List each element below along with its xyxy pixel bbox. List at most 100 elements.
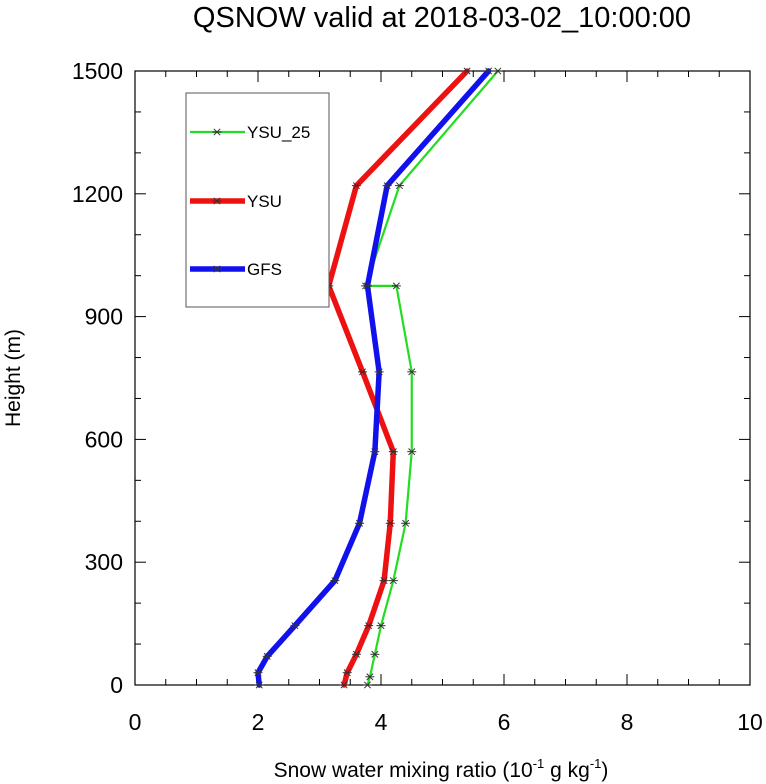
marker-stroke (408, 448, 416, 456)
marker-stroke (263, 652, 271, 660)
marker-stroke (383, 182, 391, 190)
marker-stroke (377, 622, 385, 630)
data-point-marker (330, 577, 340, 585)
data-point-marker (358, 368, 368, 376)
data-point-marker (351, 182, 361, 190)
marker-stroke (389, 448, 397, 456)
data-point-marker (364, 622, 374, 630)
data-point-marker (388, 577, 398, 585)
marker-stroke (343, 669, 351, 677)
data-point-marker (362, 681, 372, 689)
x-axis-label-superscript: -1 (533, 756, 545, 771)
legend-label: YSU_25 (247, 123, 310, 142)
x-tick-label: 0 (129, 709, 142, 735)
data-point-marker (382, 182, 392, 190)
data-point-marker (339, 681, 349, 689)
data-point-marker (391, 282, 401, 290)
y-tick-label: 300 (85, 549, 123, 575)
series-ysu (324, 67, 472, 689)
chart-title: QSNOW valid at 2018-03-02_10:00:00 (193, 2, 691, 34)
marker-stroke (355, 519, 364, 527)
data-point-marker (462, 67, 472, 75)
data-point-marker (290, 622, 300, 630)
y-tick-label: 600 (85, 426, 123, 452)
marker-stroke (255, 681, 263, 689)
data-point-marker (365, 673, 375, 681)
data-point-marker (370, 448, 380, 456)
legend-item: YSU_25 (190, 123, 310, 142)
marker-stroke (213, 265, 221, 273)
legend-label: GFS (247, 260, 282, 279)
data-point-marker (388, 448, 398, 456)
y-tick-label: 0 (110, 672, 123, 698)
legend: YSU_25 YSU GFS (185, 92, 330, 308)
y-axis-label: Height (m) (2, 329, 25, 427)
series-gfs (253, 67, 494, 689)
marker-stroke (366, 673, 374, 681)
data-point-marker (253, 669, 263, 677)
marker-stroke (389, 577, 397, 585)
marker-stroke (213, 197, 221, 205)
legend-marker (212, 265, 222, 273)
data-point-marker (262, 652, 272, 660)
marker-stroke (365, 622, 373, 630)
data-point-marker (385, 519, 395, 527)
x-tick-label: 6 (498, 709, 511, 735)
x-axis-label-superscript: -1 (590, 756, 602, 771)
marker-stroke (363, 681, 372, 689)
data-point-marker (407, 368, 417, 376)
series-line (364, 69, 499, 687)
x-tick-label: 8 (621, 709, 634, 735)
x-axis-label: Snow water mixing ratio (10-1 g kg-1) (274, 756, 609, 782)
marker-stroke (402, 519, 410, 527)
data-point-marker (379, 577, 389, 585)
marker-stroke (254, 669, 262, 677)
marker-stroke (340, 681, 348, 689)
marker-stroke (485, 67, 493, 75)
series-line (325, 68, 470, 688)
marker-stroke (213, 128, 221, 136)
data-point-marker (493, 67, 503, 75)
data-point-marker (376, 622, 386, 630)
x-tick-label: 10 (737, 709, 763, 735)
marker-stroke (363, 282, 372, 290)
y-tick-label: 900 (85, 304, 123, 330)
marker-stroke (352, 650, 360, 658)
marker-stroke (359, 368, 367, 376)
y-tick-label: 1200 (72, 181, 123, 207)
data-point-marker (374, 368, 384, 376)
legend-marker (212, 128, 222, 136)
data-point-marker (362, 282, 372, 290)
marker-stroke (392, 282, 400, 290)
x-axis-label-part: ) (601, 759, 608, 782)
legend-marker (212, 197, 222, 205)
data-point-marker (354, 519, 364, 527)
x-tick-label: 4 (375, 709, 388, 735)
marker-stroke (463, 67, 471, 75)
data-point-marker (407, 448, 417, 456)
data-point-marker (370, 650, 380, 658)
marker-stroke (375, 368, 383, 376)
legend-item: GFS (190, 260, 282, 279)
marker-stroke (386, 519, 394, 527)
data-point-marker (401, 519, 411, 527)
data-point-marker (394, 182, 404, 190)
tick-labels-group: 0 2 4 6 8 10 0 300 600 900 1200 1500 (72, 58, 763, 735)
marker-stroke (494, 67, 502, 75)
data-point-marker (484, 67, 494, 75)
tick-marks-group (134, 70, 751, 686)
marker-stroke (352, 182, 360, 190)
legend-label: YSU (247, 192, 282, 211)
marker-stroke (331, 577, 339, 585)
data-point-marker (351, 650, 361, 658)
x-tick-label: 2 (252, 709, 265, 735)
marker-stroke (371, 650, 379, 658)
data-point-marker (342, 669, 352, 677)
marker-stroke (371, 448, 379, 456)
y-tick-label: 1500 (72, 58, 123, 84)
marker-stroke (395, 182, 403, 190)
x-axis-label-part: Snow water mixing ratio (10 (274, 759, 533, 782)
x-axis-label-part: g kg (544, 759, 590, 782)
